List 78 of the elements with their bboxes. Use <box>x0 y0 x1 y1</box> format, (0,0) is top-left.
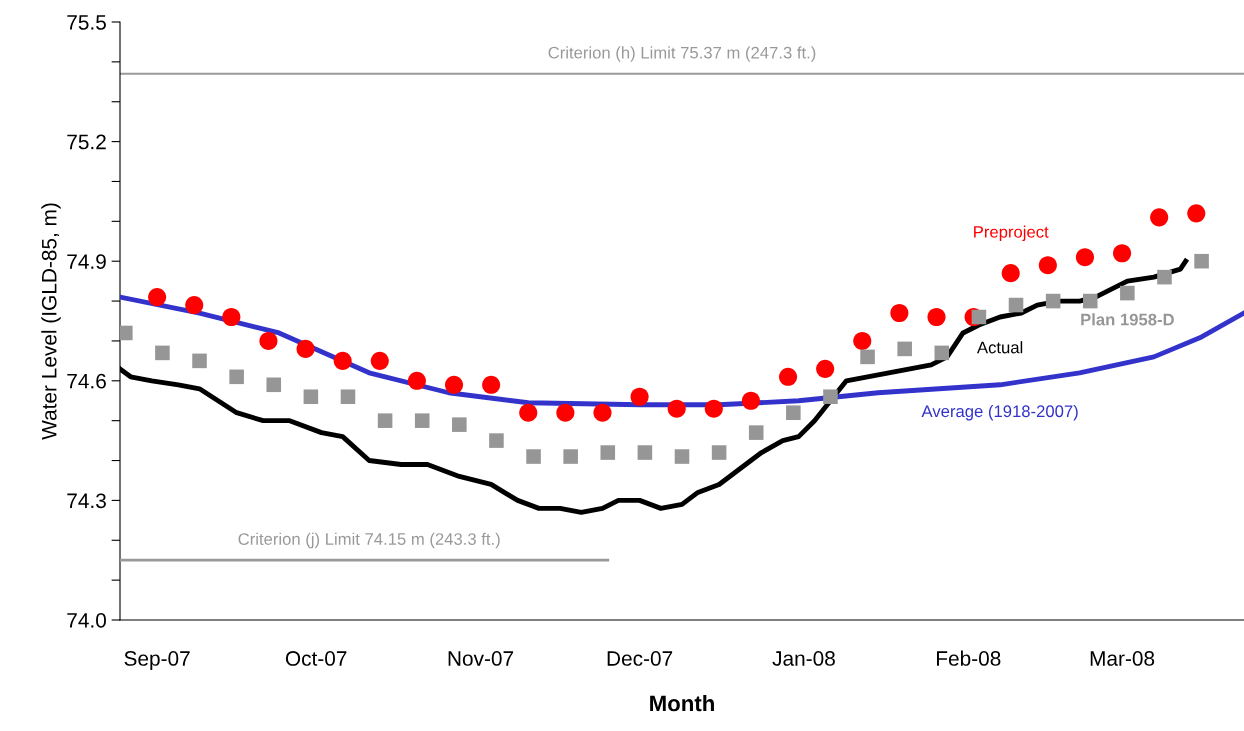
point <box>482 375 501 394</box>
point <box>1113 244 1132 263</box>
point <box>600 445 616 460</box>
point <box>786 405 801 420</box>
point <box>1120 285 1135 301</box>
point <box>748 425 764 440</box>
point <box>148 288 167 307</box>
point <box>489 433 504 448</box>
point <box>1008 297 1024 313</box>
y-tick-label: 74.6 <box>67 373 106 389</box>
point <box>296 339 315 358</box>
point <box>556 403 575 422</box>
point <box>637 445 653 460</box>
point <box>816 359 835 378</box>
series-label: Actual <box>976 341 1023 354</box>
series-label: Average (1918-2007) <box>921 404 1078 421</box>
point <box>890 303 909 323</box>
point <box>259 331 278 350</box>
point <box>667 399 686 418</box>
point <box>222 307 241 327</box>
point <box>266 377 282 393</box>
point <box>303 389 319 405</box>
point <box>711 445 727 460</box>
point <box>526 449 541 464</box>
point <box>519 403 538 422</box>
point <box>934 345 950 361</box>
y-tick-label: 74.3 <box>67 493 106 509</box>
point <box>563 449 578 464</box>
y-tick-label: 75.5 <box>67 15 106 30</box>
x-tick-label: Nov-07 <box>448 651 514 666</box>
point <box>155 345 170 361</box>
point <box>229 369 244 385</box>
point <box>377 413 393 428</box>
point <box>971 309 987 325</box>
point <box>897 341 912 357</box>
point <box>853 331 872 350</box>
point <box>185 296 204 315</box>
point <box>1150 208 1169 227</box>
point <box>1194 253 1209 269</box>
point <box>927 307 946 327</box>
x-axis-title: Month <box>650 694 714 712</box>
point <box>340 389 356 405</box>
x-tick-label: Feb-08 <box>937 650 1001 666</box>
point <box>1157 269 1172 285</box>
point <box>860 349 875 365</box>
series-label: Preproject <box>974 225 1049 242</box>
point <box>823 389 838 405</box>
y-axis-title: Water Level (IGLD-85, m) <box>41 203 61 440</box>
point <box>444 375 464 394</box>
x-tick-label: Dec-07 <box>607 651 673 666</box>
x-tick-label: Jan-08 <box>772 651 835 666</box>
point <box>704 399 723 418</box>
y-tick-label: 75.2 <box>67 134 106 150</box>
ref-line-label: Criterion (h) Limit 75.37 m (247.3 ft.) <box>548 46 816 62</box>
x-tick-label: Sep-07 <box>124 651 190 670</box>
annotation: Criterion (j) Limit 74.15 m (243.3 ft.) <box>238 532 500 549</box>
point <box>741 391 760 410</box>
point <box>778 367 798 386</box>
point <box>1001 264 1020 283</box>
point <box>1038 256 1057 275</box>
point <box>1187 204 1206 223</box>
x-tick-label: Oct-07 <box>285 651 347 666</box>
point <box>630 387 649 406</box>
point <box>593 403 612 422</box>
point <box>192 353 207 369</box>
x-tick-label: Mar-08 <box>1090 651 1155 666</box>
y-tick-label: 74.9 <box>67 254 106 269</box>
series-label: Plan 1958-D <box>1081 313 1174 326</box>
point <box>407 371 426 390</box>
point <box>370 351 389 370</box>
point <box>674 449 690 464</box>
point <box>1075 248 1094 267</box>
point <box>452 417 467 432</box>
point <box>1045 293 1061 309</box>
point <box>414 413 430 428</box>
point <box>1082 293 1098 309</box>
point <box>333 351 352 370</box>
y-tick-label: 74.0 <box>67 613 106 628</box>
